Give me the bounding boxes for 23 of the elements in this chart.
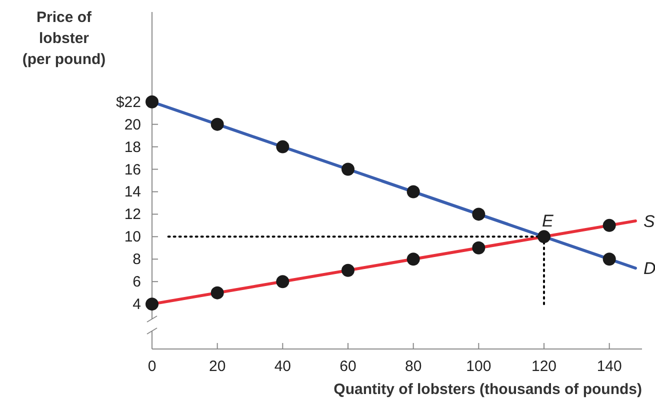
y-tick-label: 16 <box>124 161 141 178</box>
series-label: D <box>643 259 655 278</box>
x-tick-label: 120 <box>531 358 557 375</box>
y-tick-label: 6 <box>132 274 141 291</box>
y-tick-label: 18 <box>124 138 141 156</box>
x-tick-label: 140 <box>596 358 622 375</box>
x-tick-label: 0 <box>148 358 156 375</box>
y-tick-label: 14 <box>124 184 141 201</box>
y-tick-label: 12 <box>124 206 141 224</box>
y-tick-label: $22 <box>116 94 141 111</box>
x-tick-label: 80 <box>404 358 422 375</box>
series-label: S <box>643 212 655 231</box>
y-tick-label: 4 <box>132 296 141 314</box>
x-axis-title: Quantity of lobsters (thousands of pounds) <box>334 381 642 398</box>
y-tick-label: 10 <box>124 228 141 246</box>
y-axis-title: Price of lobster (per pound) <box>22 9 106 68</box>
x-tick-label: 40 <box>274 358 292 375</box>
x-tick-label: 20 <box>208 358 226 375</box>
x-tick-label: 60 <box>340 358 356 375</box>
annotation: E <box>542 212 554 231</box>
y-tick-label: 8 <box>132 251 141 268</box>
x-tick-label: 100 <box>466 358 492 375</box>
y-tick-label: 20 <box>124 116 141 134</box>
